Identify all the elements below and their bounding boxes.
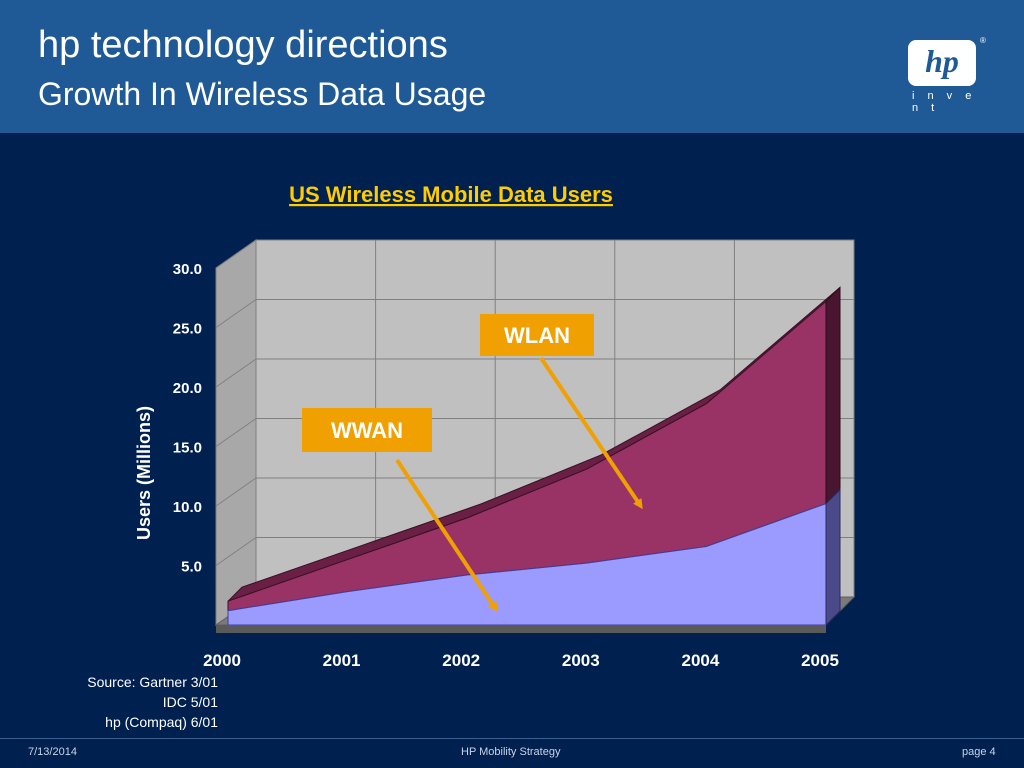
x-tick-label: 2002 [442, 651, 480, 670]
hp-logo: hp ® i n v e n t [904, 34, 988, 114]
y-tick-label: 25.0 [173, 321, 202, 338]
footer-divider [0, 738, 1024, 739]
page-title: hp technology directions [38, 24, 448, 66]
gridline-side [215, 537, 257, 566]
source-note: Source: Gartner 3/01 IDC 5/01 hp (Compaq… [0, 672, 218, 732]
x-tick-label: 2005 [801, 651, 839, 670]
y-tick-label: 30.0 [173, 261, 202, 278]
source-line: IDC 5/01 [162, 694, 218, 710]
y-tick-label: 10.0 [173, 499, 202, 516]
page-subtitle: Growth In Wireless Data Usage [38, 76, 487, 112]
chart-base-edge [216, 625, 826, 633]
annotation-arrow [539, 356, 643, 510]
footer-title: HP Mobility Strategy [461, 746, 561, 758]
hp-logo-badge [908, 40, 976, 86]
footer-page: page 4 [962, 746, 996, 758]
y-axis-label: Users (Millions) [134, 406, 154, 540]
x-tick-label: 2000 [203, 651, 241, 670]
x-tick-label: 2003 [562, 651, 600, 670]
y-tick-label: 15.0 [173, 440, 202, 457]
header-bar: hp technology directions Growth In Wirel… [0, 0, 1024, 133]
gridline-side [215, 358, 257, 388]
wwan-end-face [825, 488, 841, 627]
y-tick-label: 20.0 [173, 380, 202, 397]
gridline-side [215, 418, 257, 447]
annotation-box [480, 314, 594, 356]
y-tick-label: 5.0 [181, 559, 202, 576]
hp-logo-registered: ® [980, 36, 986, 45]
annotation-label: WWAN [331, 418, 403, 443]
hp-logo-tagline: i n v e n t [912, 90, 977, 114]
chart: US Wireless Mobile Data Users Users (Mil… [134, 182, 856, 670]
annotation-arrow [395, 458, 498, 613]
gridline-side [215, 477, 257, 507]
gridline-side [215, 239, 257, 269]
wlan-end-face [825, 286, 841, 505]
source-line: Source: Gartner 3/01 [87, 674, 218, 690]
chart-title: US Wireless Mobile Data Users [289, 182, 613, 207]
annotation-box [302, 408, 432, 452]
x-tick-label: 2004 [681, 651, 719, 670]
hp-logo-mark: hp [925, 43, 959, 79]
footer-date: 7/13/2014 [28, 746, 77, 758]
source-line: hp (Compaq) 6/01 [105, 714, 218, 730]
annotation-label: WLAN [504, 323, 570, 348]
gridline-side [215, 299, 257, 328]
x-tick-label: 2001 [323, 651, 361, 670]
